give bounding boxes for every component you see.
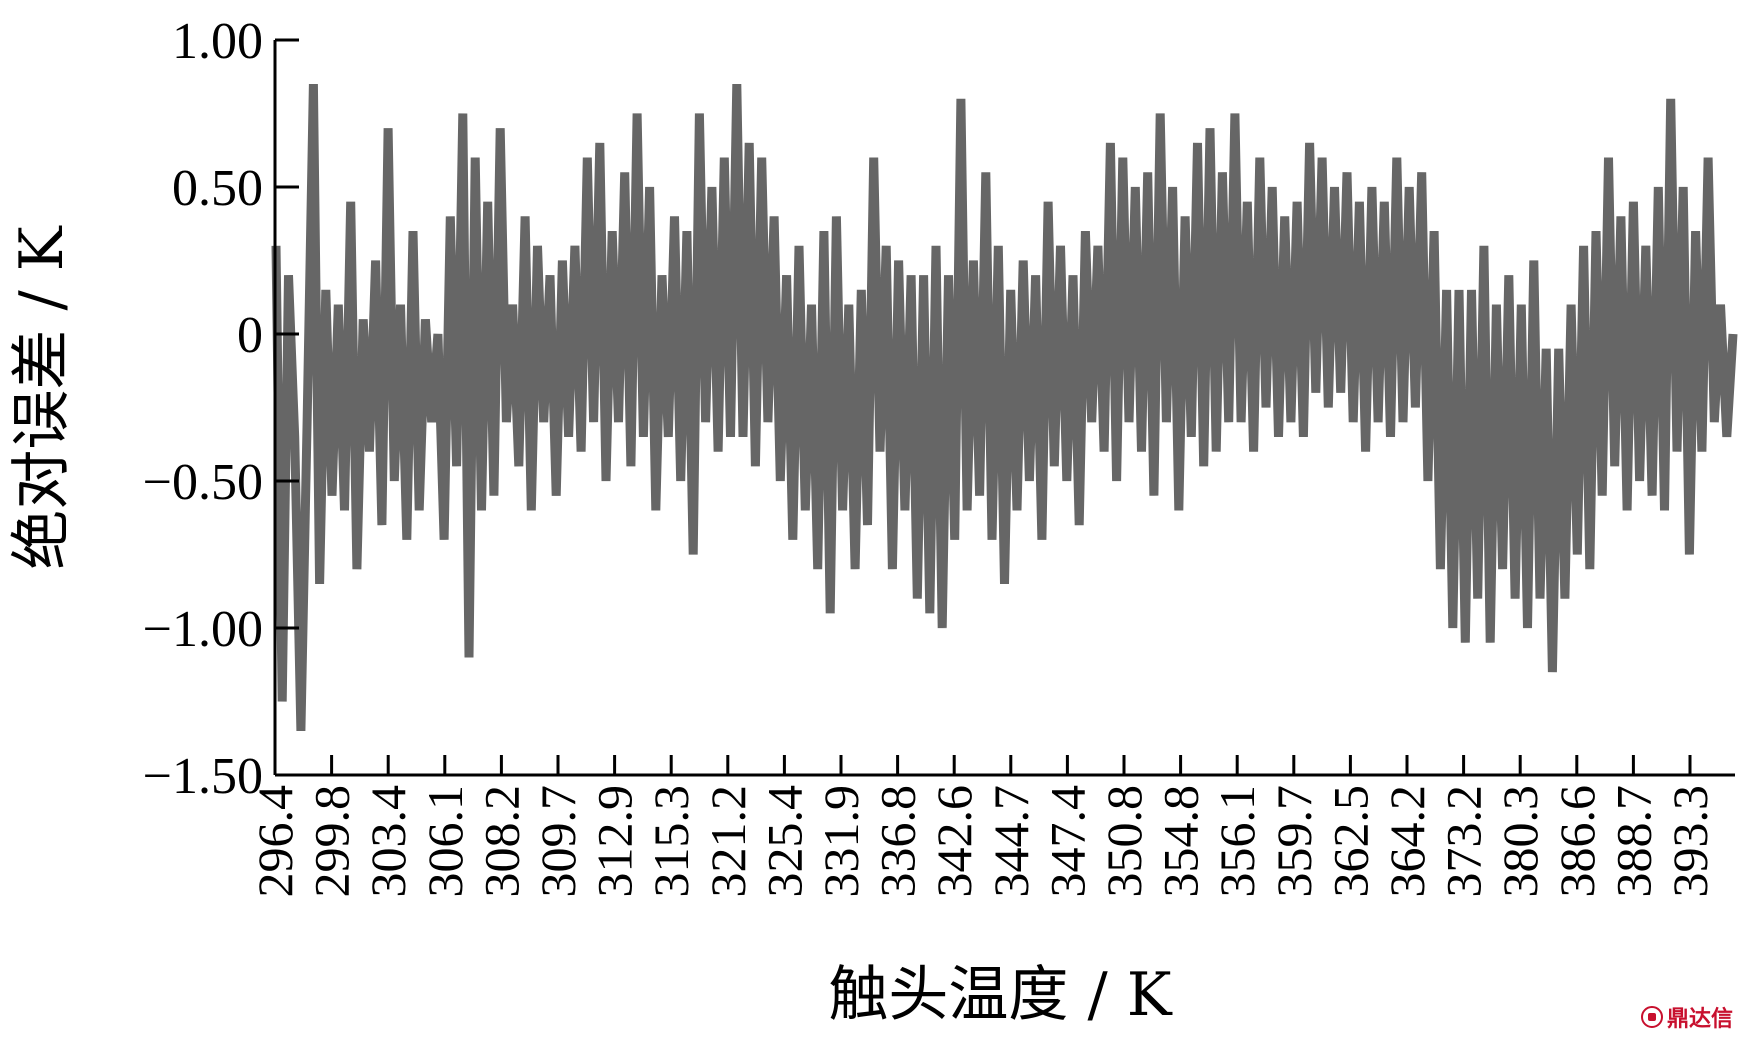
y-axis-ticks: 1.00 0.50 0 −0.50 −1.00 −1.50: [143, 13, 299, 805]
y-axis-title: 绝对误差 / K: [7, 225, 77, 569]
x-tick-label: 321.2: [700, 785, 756, 898]
x-tick-label: 296.4: [247, 785, 303, 898]
y-tick-label: −1.00: [143, 601, 263, 658]
x-tick-label: 356.1: [1209, 785, 1265, 898]
series-line-group: [271, 84, 1738, 731]
x-tick-label: 373.2: [1436, 785, 1492, 898]
y-tick-label: −0.50: [143, 454, 263, 511]
x-tick-label: 380.3: [1492, 785, 1548, 898]
watermark-text: 鼎达信: [1666, 1007, 1733, 1032]
watermark: 鼎达信: [1640, 1001, 1733, 1033]
x-tick-label: 388.7: [1605, 785, 1661, 898]
x-tick-label: 393.3: [1662, 785, 1718, 898]
x-tick-label: 347.4: [1039, 785, 1095, 898]
x-tick-label: 306.1: [417, 785, 473, 898]
y-tick-label: 1.00: [172, 13, 263, 70]
x-tick-label: 303.4: [360, 785, 416, 898]
x-tick-label: 350.8: [1096, 785, 1152, 898]
x-axis-ticks: 296.4 299.8 303.4 306.1 308.2 309.7 312.9 315.3…: [247, 755, 1718, 898]
x-tick-label: 308.2: [473, 785, 529, 898]
x-tick-label: 299.8: [304, 785, 360, 898]
y-tick-label: −1.50: [143, 748, 263, 805]
y-tick-label: 0.50: [172, 160, 263, 217]
x-tick-label: 309.7: [530, 785, 586, 898]
x-tick-label: 342.6: [926, 785, 982, 898]
x-tick-label: 331.9: [813, 785, 869, 898]
series-line-0: [271, 84, 1738, 731]
x-tick-label: 364.2: [1379, 785, 1435, 898]
x-tick-label: 344.7: [983, 785, 1039, 898]
x-tick-label: 386.6: [1549, 785, 1605, 898]
x-tick-label: 362.5: [1322, 785, 1378, 898]
watermark-logo-icon: [1640, 1006, 1663, 1028]
x-tick-label: 312.9: [587, 785, 643, 898]
x-tick-label: 325.4: [756, 785, 812, 898]
x-tick-label: 315.3: [643, 785, 699, 898]
x-tick-label: 336.8: [870, 785, 926, 898]
x-tick-label: 354.8: [1153, 785, 1209, 898]
x-tick-label: 359.7: [1266, 785, 1322, 898]
y-tick-label: 0: [237, 307, 263, 364]
x-axis-title: 触头温度 / K: [828, 960, 1172, 1030]
axes-group: [273, 40, 1735, 777]
